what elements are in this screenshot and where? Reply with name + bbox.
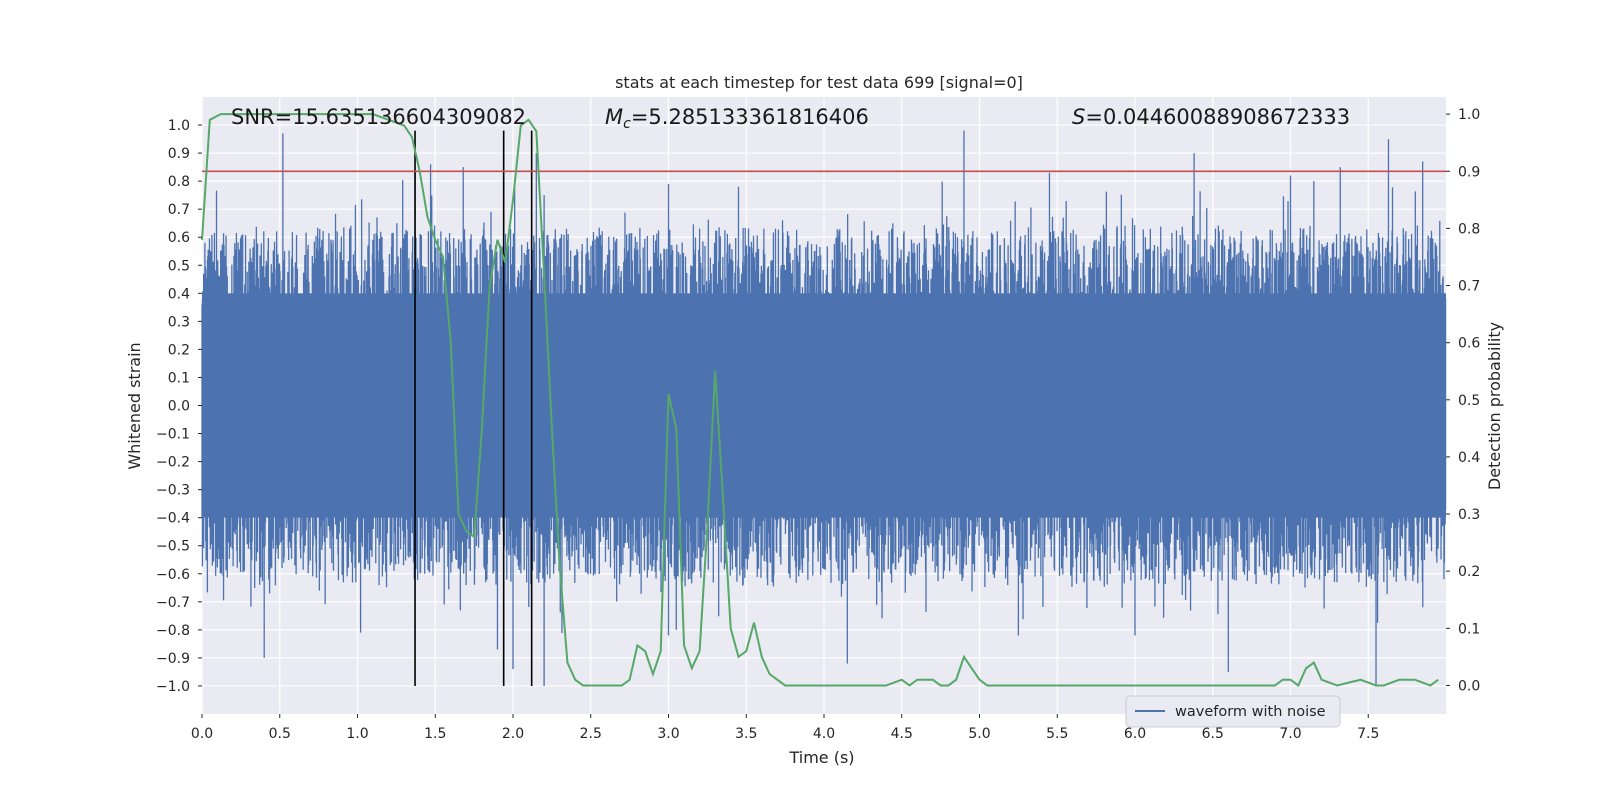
y-tick-label: −0.9 xyxy=(156,651,190,667)
y-tick-label: 0.8 xyxy=(168,174,190,190)
y-tick-label: −0.1 xyxy=(156,427,190,443)
y-tick-label: 0.5 xyxy=(168,258,190,274)
legend: waveform with noise xyxy=(1126,696,1340,727)
x-tick-label: 1.5 xyxy=(424,726,446,742)
chirp-mass-value: =5.285133361816406 xyxy=(631,105,869,129)
y-tick-label: 0.6 xyxy=(168,230,190,246)
s-annotation: S=0.04460088908672333 xyxy=(1072,105,1350,129)
x-tick-label: 0.5 xyxy=(269,726,291,742)
y-axis-label: Whitened strain xyxy=(125,342,144,469)
y-tick-label: 0.9 xyxy=(168,146,190,162)
x-tick-label: 3.5 xyxy=(735,726,757,742)
y-tick-label: 0.0 xyxy=(168,399,190,415)
y2-tick-label: 0.1 xyxy=(1458,621,1480,637)
y2-axis-label: Detection probability xyxy=(1485,322,1504,490)
y2-tick-label: 0.7 xyxy=(1458,279,1480,295)
y2-tick-label: 0.6 xyxy=(1458,336,1480,352)
chirp-mass-annotation: Mc=5.285133361816406 xyxy=(605,105,869,132)
y2-tick-label: 0.5 xyxy=(1458,393,1480,409)
y-tick-label: −1.0 xyxy=(156,679,190,695)
y-tick-label: 0.7 xyxy=(168,202,190,218)
x-tick-label: 2.5 xyxy=(580,726,602,742)
y-tick-label: 0.4 xyxy=(168,286,190,302)
waveform-core-band xyxy=(202,293,1446,517)
y2-tick-label: 0.9 xyxy=(1458,164,1480,180)
x-tick-label: 4.0 xyxy=(813,726,835,742)
y-tick-label: 0.1 xyxy=(168,370,190,386)
x-tick-label: 4.5 xyxy=(891,726,913,742)
x-tick-label: 6.0 xyxy=(1124,726,1146,742)
x-tick-label: 5.5 xyxy=(1046,726,1068,742)
y-tick-label: −0.8 xyxy=(156,623,190,639)
s-value: =0.04460088908672333 xyxy=(1085,105,1350,129)
y2-tick-label: 0.4 xyxy=(1458,450,1480,466)
legend-label: waveform with noise xyxy=(1175,704,1326,720)
y-tick-label: 0.2 xyxy=(168,342,190,358)
x-tick-label: 1.0 xyxy=(346,726,368,742)
y-tick-label: −0.4 xyxy=(156,511,190,527)
x-tick-label: 6.5 xyxy=(1202,726,1224,742)
x-tick-label: 7.0 xyxy=(1279,726,1301,742)
x-tick-label: 5.0 xyxy=(968,726,990,742)
chirp-mass-symbol: M xyxy=(605,105,623,129)
figure: 0.0 0.5 1.0 1.5 2.0 2.5 3.0 3.5 4.0 4.5 5.0 5.5 6.0 6… xyxy=(0,0,1600,800)
x-tick-label: 7.5 xyxy=(1357,726,1379,742)
x-axis-label: Time (s) xyxy=(788,748,854,767)
y-tick-label: −0.7 xyxy=(156,595,190,611)
y-tick-label: −0.2 xyxy=(156,455,190,471)
y-tick-label: 1.0 xyxy=(168,118,190,134)
y-tick-label: −0.6 xyxy=(156,567,190,583)
y2-tick-label: 1.0 xyxy=(1458,107,1480,123)
y2-tick-label: 0.0 xyxy=(1458,678,1480,694)
y-tick-label: 0.3 xyxy=(168,314,190,330)
snr-annotation: SNR=15.635136604309082 xyxy=(231,105,526,129)
y-tick-label: −0.3 xyxy=(156,483,190,499)
y-tick-label: −0.5 xyxy=(156,539,190,555)
x-tick-label: 3.0 xyxy=(657,726,679,742)
y2-tick-label: 0.2 xyxy=(1458,564,1480,580)
y2-tick-label: 0.8 xyxy=(1458,221,1480,237)
x-tick-label: 0.0 xyxy=(191,726,213,742)
y2-tick-label: 0.3 xyxy=(1458,507,1480,523)
x-tick-label: 2.0 xyxy=(502,726,524,742)
chart-title: stats at each timestep for test data 699… xyxy=(615,73,1023,92)
s-symbol: S xyxy=(1072,105,1085,129)
